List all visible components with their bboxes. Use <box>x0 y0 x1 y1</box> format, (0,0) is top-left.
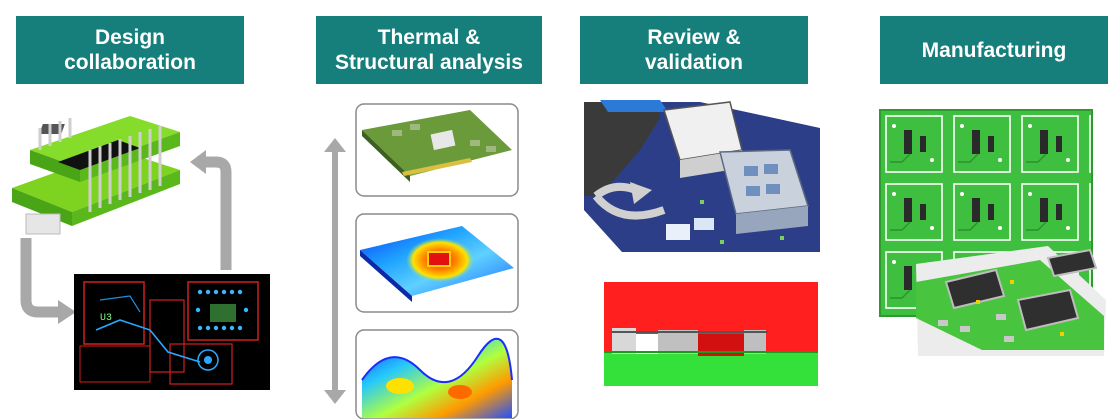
stage-header-analysis: Thermal & Structural analysis <box>316 16 542 84</box>
assembled-board-closeup <box>916 246 1106 356</box>
stage-header-line1: Review & <box>647 26 741 49</box>
design-board-3d <box>12 116 180 235</box>
validation-3d-view <box>584 100 820 252</box>
vertical-double-arrow <box>324 138 346 404</box>
stage-header-design: Design collaboration <box>16 16 244 84</box>
board-ref-label: U3 <box>100 313 112 324</box>
validation-section-view <box>604 282 818 386</box>
structural-deformation-model <box>361 337 513 418</box>
stage-header-line2: collaboration <box>64 51 196 74</box>
stage-header-line1: Thermal & <box>377 26 481 49</box>
pcb-layout-view: U3 <box>74 274 270 390</box>
stage-header-review: Review & validation <box>580 16 808 84</box>
stage-header-manufacturing: Manufacturing <box>880 16 1108 84</box>
stage-header-line1: Design <box>94 26 165 49</box>
flow-arrow-up <box>204 156 232 270</box>
stage-header-line2: validation <box>644 51 744 74</box>
flow-arrow-down <box>20 238 60 318</box>
stage-header-line2: Structural analysis <box>335 51 523 74</box>
pcb-card-model <box>362 110 512 182</box>
stage-header-line1: Manufacturing <box>921 38 1067 62</box>
thermal-map-model <box>360 226 514 302</box>
